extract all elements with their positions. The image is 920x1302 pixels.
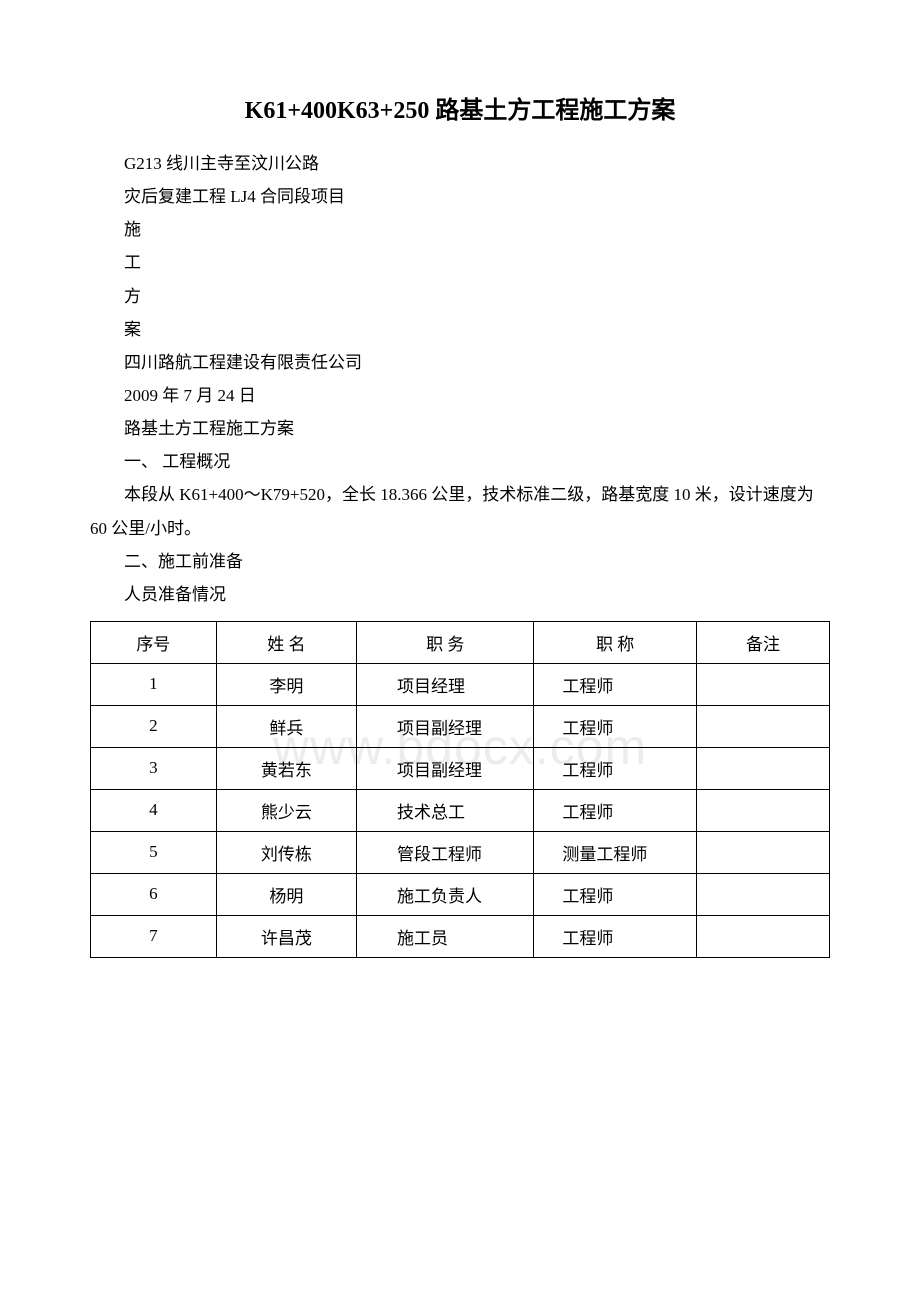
document-title: K61+400K63+250 路基土方工程施工方案 [90, 90, 830, 125]
table-cell: 刘传栋 [216, 831, 356, 873]
table-row: 4 熊少云 技术总工 工程师 [91, 789, 830, 831]
table-row: 7 许昌茂 施工员 工程师 [91, 915, 830, 957]
body-line: 人员准备情况 [90, 578, 830, 611]
document-content: K61+400K63+250 路基土方工程施工方案 G213 线川主寺至汶川公路… [90, 90, 830, 958]
table-cell: 1 [91, 663, 217, 705]
body-line: 方 [90, 280, 830, 313]
table-header-cell: 职 称 [534, 621, 697, 663]
table-row: 3 黄若东 项目副经理 工程师 [91, 747, 830, 789]
table-cell: 鲜兵 [216, 705, 356, 747]
body-line: 灾后复建工程 LJ4 合同段项目 [90, 180, 830, 213]
body-line: 四川路航工程建设有限责任公司 [90, 346, 830, 379]
body-line: 施 [90, 213, 830, 246]
body-line: 2009 年 7 月 24 日 [90, 379, 830, 412]
table-cell [696, 705, 829, 747]
table-row: 2 鲜兵 项目副经理 工程师 [91, 705, 830, 747]
table-cell: 7 [91, 915, 217, 957]
table-cell: 施工员 [357, 915, 534, 957]
table-cell: 2 [91, 705, 217, 747]
table-cell [696, 747, 829, 789]
body-line: 路基土方工程施工方案 [90, 412, 830, 445]
table-cell [696, 873, 829, 915]
table-cell: 6 [91, 873, 217, 915]
table-cell [696, 831, 829, 873]
table-cell [696, 915, 829, 957]
table-cell: 4 [91, 789, 217, 831]
body-line: 案 [90, 313, 830, 346]
table-cell: 测量工程师 [534, 831, 697, 873]
section-heading: 一、 工程概况 [90, 445, 830, 478]
table-header-cell: 序号 [91, 621, 217, 663]
table-cell: 工程师 [534, 873, 697, 915]
table-cell: 管段工程师 [357, 831, 534, 873]
personnel-table: 序号 姓 名 职 务 职 称 备注 1 李明 项目经理 工程师 2 鲜兵 项目副… [90, 621, 830, 958]
table-cell: 3 [91, 747, 217, 789]
table-row: 6 杨明 施工负责人 工程师 [91, 873, 830, 915]
table-cell: 工程师 [534, 789, 697, 831]
section-heading: 二、施工前准备 [90, 545, 830, 578]
table-cell: 工程师 [534, 705, 697, 747]
table-cell: 项目副经理 [357, 747, 534, 789]
body-line: 工 [90, 246, 830, 279]
table-row: 5 刘传栋 管段工程师 测量工程师 [91, 831, 830, 873]
table-cell: 技术总工 [357, 789, 534, 831]
table-cell: 工程师 [534, 915, 697, 957]
table-cell: 许昌茂 [216, 915, 356, 957]
table-cell: 李明 [216, 663, 356, 705]
table-cell [696, 663, 829, 705]
body-line: G213 线川主寺至汶川公路 [90, 147, 830, 180]
table-header-cell: 职 务 [357, 621, 534, 663]
table-cell: 工程师 [534, 747, 697, 789]
table-cell [696, 789, 829, 831]
table-cell: 施工负责人 [357, 873, 534, 915]
table-cell: 黄若东 [216, 747, 356, 789]
table-header-row: 序号 姓 名 职 务 职 称 备注 [91, 621, 830, 663]
table-cell: 熊少云 [216, 789, 356, 831]
table-cell: 杨明 [216, 873, 356, 915]
table-header-cell: 姓 名 [216, 621, 356, 663]
table-cell: 项目副经理 [357, 705, 534, 747]
table-header-cell: 备注 [696, 621, 829, 663]
table-cell: 项目经理 [357, 663, 534, 705]
table-cell: 工程师 [534, 663, 697, 705]
paragraph-overview: 本段从 K61+400～K79+520，全长 18.366 公里，技术标准二级，… [90, 478, 830, 544]
table-row: 1 李明 项目经理 工程师 [91, 663, 830, 705]
table-cell: 5 [91, 831, 217, 873]
